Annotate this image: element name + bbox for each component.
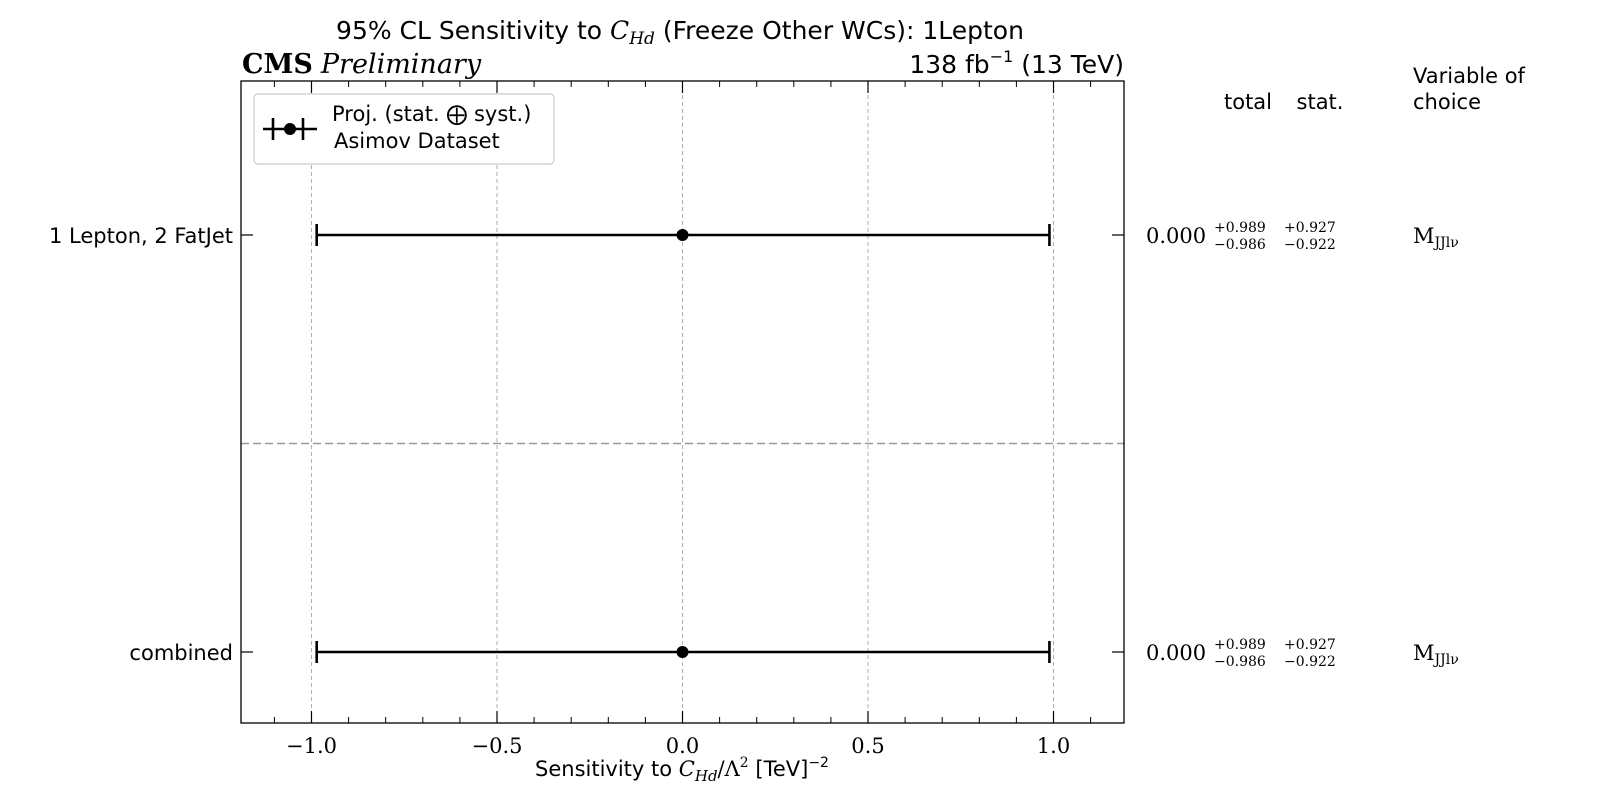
central-point [676,646,689,658]
legend-box [253,93,555,165]
central-point [676,229,689,241]
plot-frame [240,80,1125,724]
stat-up: +0.927 [1284,637,1336,653]
variable-main: M [1413,224,1435,248]
legend-marker-point [284,123,296,135]
xlabel-middle-sup: 2 [740,755,749,771]
x-tick-label: 0.0 [666,734,699,758]
variable-subscript: JJlν [1433,235,1459,251]
title-prefix: 95% CL Sensitivity to [336,16,610,45]
central-value: 0.000 [1146,224,1206,248]
data-row: 1 Lepton, 2 FatJet 0.000 +0.989−0.986 +0.92… [49,220,1459,253]
category-label: 1 Lepton, 2 FatJet [49,224,233,248]
rows-layer: 1 Lepton, 2 FatJet 0.000 +0.989−0.986+0.92… [49,220,1459,670]
data-row: combined 0.000 +0.989−0.986 +0.927−0.922 MJJ… [129,637,1458,670]
title-symbol: C [610,16,629,45]
title-suffix: (Freeze Other WCs): 1Lepton [655,16,1024,45]
lumi-exponent: −1 [990,47,1014,66]
total-up: +0.989 [1214,220,1266,236]
lumi-energy: (13 TeV) [1013,50,1124,79]
chart-title: 95% CL Sensitivity to CHd (Freeze Other … [336,16,1024,49]
central-value: 0.000 [1146,641,1206,665]
xlabel-prefix: Sensitivity to [535,757,679,781]
xlabel-symbol-sub: Hd [694,767,718,785]
variable-label: MJJlν [1413,641,1459,668]
total-down: −0.986 [1214,654,1266,670]
title-symbol-sub: Hd [628,29,655,49]
xlabel-suffix-sup: −2 [808,755,829,771]
xlabel-middle: /Λ [718,757,741,781]
xlabel-suffix: [TeV] [749,757,809,781]
x-tick-label: −0.5 [471,734,522,758]
preliminary-label: Preliminary [320,49,482,80]
total-down: −0.986 [1214,237,1266,253]
cms-label: CMS [242,49,313,80]
total-up: +0.989 [1214,637,1266,653]
col-variable-header-line1: Variable of [1413,64,1526,88]
variable-main: M [1413,641,1435,665]
category-label: combined [129,641,233,665]
x-tick-label: 1.0 [1037,734,1070,758]
stat-down: −0.922 [1284,237,1336,253]
variable-label: MJJlν [1413,224,1459,251]
legend: Proj. (stat. ⨁ syst.) Asimov Dataset [253,93,555,165]
variable-subscript: JJlν [1433,652,1459,668]
xlabel-symbol: C [679,757,695,781]
col-stat-header: stat. [1297,90,1344,114]
stat-down: −0.922 [1284,654,1336,670]
col-variable-header-line2: choice [1413,90,1481,114]
lumi-label: 138 fb−1 (13 TeV) [909,47,1124,79]
x-tick-label: 0.5 [851,734,884,758]
legend-label-line2: Asimov Dataset [334,129,500,153]
lumi-value: 138 fb [909,50,989,79]
x-tick-label: −1.0 [286,734,337,758]
col-total-header: total [1224,90,1272,114]
x-axis-label: Sensitivity to CHd/Λ2 [TeV]−2 [535,755,829,785]
experiment-label: CMS Preliminary [242,49,482,80]
grid-layer [241,81,1124,723]
ticks-layer: −1.0 −0.5 0.0 0.5 1.0 [273,81,1092,758]
stat-up: +0.927 [1284,220,1336,236]
legend-marker [263,118,317,140]
legend-label-line1: Proj. (stat. ⨁ syst.) [332,102,531,126]
